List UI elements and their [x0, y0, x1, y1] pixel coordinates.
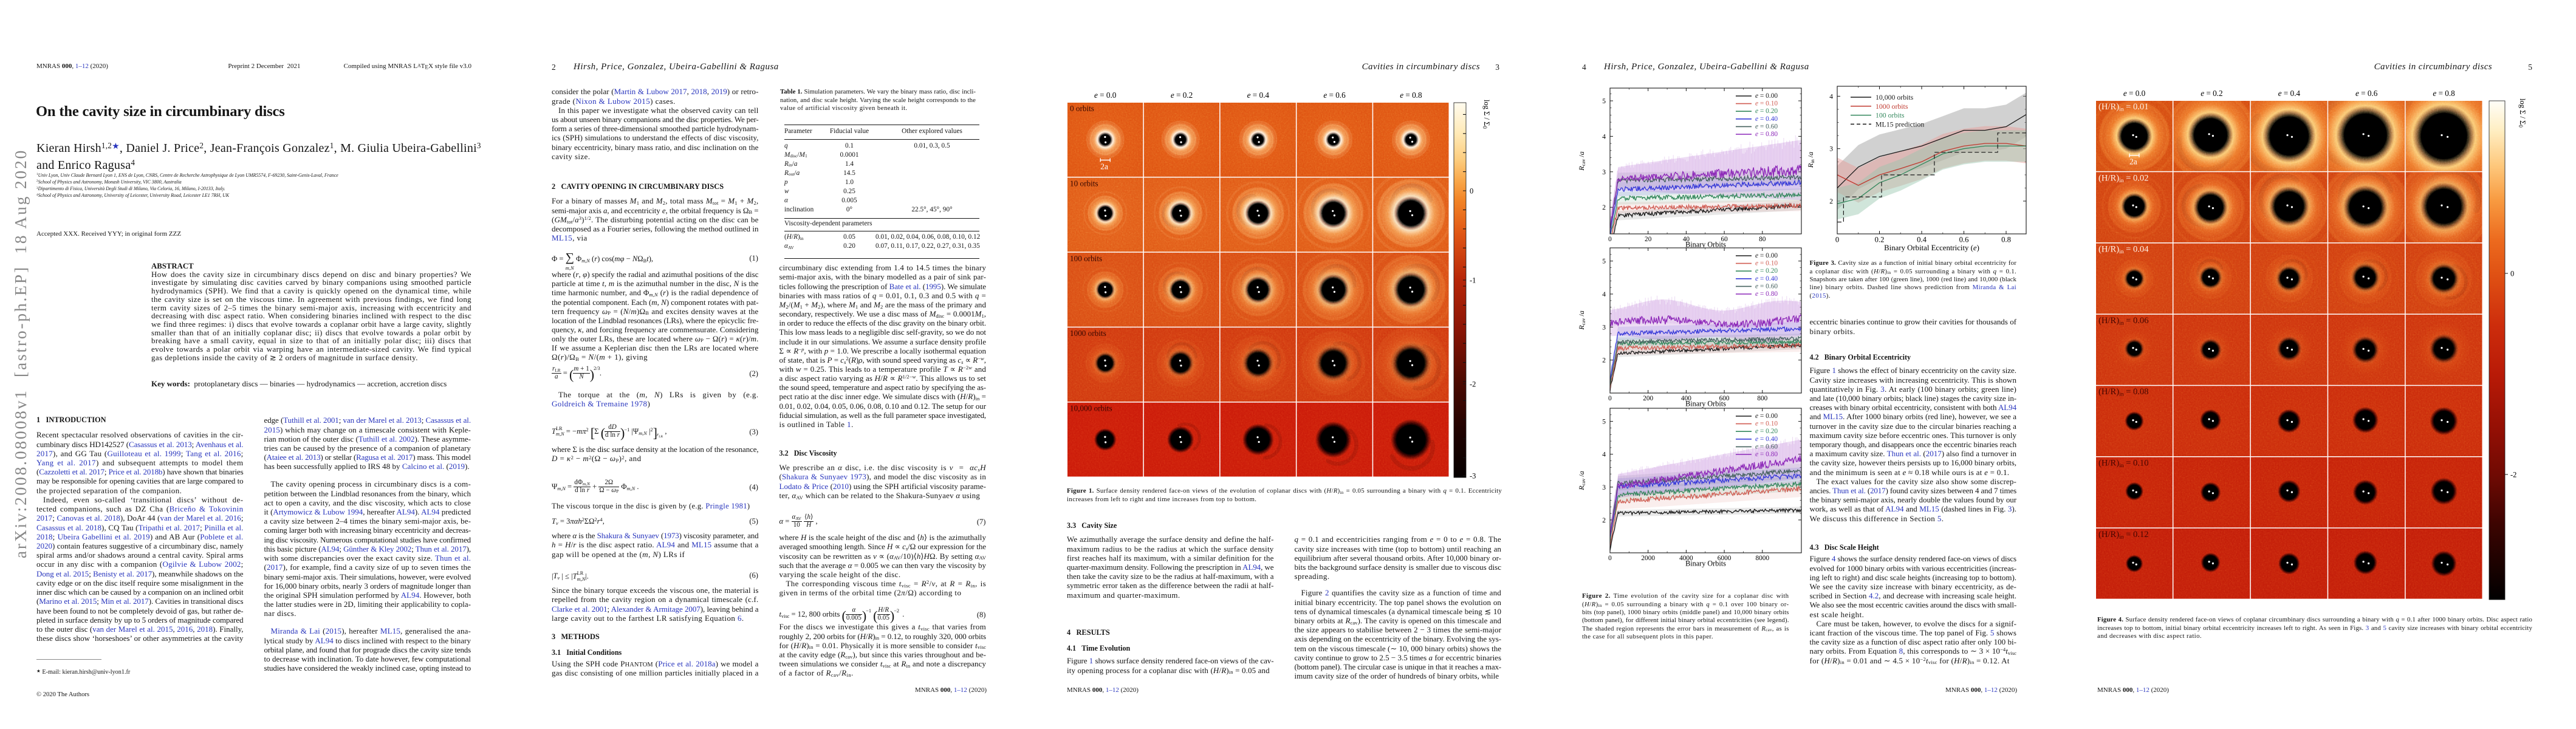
svg-text:0: 0 [1470, 187, 1473, 196]
svg-text:e = 0.8: e = 0.8 [1400, 91, 1422, 100]
svg-text:Binary Orbits: Binary Orbits [1685, 560, 1726, 568]
svg-text:0: 0 [1608, 555, 1612, 562]
svg-text:5: 5 [1602, 258, 1606, 265]
svg-text:0: 0 [1608, 395, 1612, 402]
svg-text:2: 2 [1602, 204, 1606, 211]
svg-text:e = 0.40: e = 0.40 [1755, 115, 1778, 123]
svg-text:-3: -3 [1470, 472, 1476, 481]
svg-text:e = 0.10: e = 0.10 [1755, 100, 1778, 108]
svg-text:3: 3 [1602, 324, 1606, 331]
svg-text:e = 0.2: e = 0.2 [2201, 89, 2222, 98]
svg-text:0.4: 0.4 [1917, 236, 1927, 244]
svg-text:4: 4 [1602, 451, 1606, 459]
svg-text:Rcav /a: Rcav /a [1577, 471, 1586, 490]
svg-text:80: 80 [1759, 236, 1766, 243]
svg-text:0: 0 [1835, 236, 1839, 244]
svg-text:8000: 8000 [1756, 555, 1770, 562]
svg-text:e = 0.20: e = 0.20 [1755, 428, 1778, 435]
svg-text:e = 0.6: e = 0.6 [2355, 89, 2378, 98]
svg-text:e = 0.80: e = 0.80 [1755, 290, 1778, 298]
svg-text:Binary Orbits: Binary Orbits [1685, 241, 1726, 249]
svg-text:0.6: 0.6 [1959, 236, 1969, 244]
svg-text:e = 0.10: e = 0.10 [1755, 420, 1778, 428]
svg-text:log Σ / Σ0: log Σ / Σ0 [1482, 100, 1491, 129]
svg-text:Rcav /a: Rcav /a [1577, 151, 1586, 171]
svg-text:e = 0.6: e = 0.6 [1323, 91, 1346, 100]
svg-text:800: 800 [1757, 395, 1767, 402]
svg-text:5: 5 [1602, 98, 1606, 105]
svg-text:6000: 6000 [1718, 555, 1732, 562]
svg-text:400: 400 [1681, 395, 1691, 402]
svg-text:2: 2 [1829, 198, 1833, 205]
svg-text:2: 2 [1602, 357, 1606, 364]
svg-text:2000: 2000 [1641, 555, 1655, 562]
svg-text:4: 4 [1829, 93, 1833, 100]
svg-text:1000 orbits: 1000 orbits [1875, 102, 1908, 111]
svg-text:e = 0.10: e = 0.10 [1755, 260, 1778, 267]
svg-text:e = 0.2: e = 0.2 [1171, 91, 1193, 100]
svg-text:4: 4 [1602, 291, 1606, 298]
svg-text:e = 0.0: e = 0.0 [2123, 89, 2146, 98]
svg-text:e = 0.4: e = 0.4 [2278, 89, 2301, 98]
svg-text:0.2: 0.2 [1875, 236, 1885, 244]
svg-text:ML15 prediction: ML15 prediction [1875, 120, 1924, 128]
svg-text:600: 600 [1719, 395, 1730, 402]
svg-text:4000: 4000 [1679, 555, 1693, 562]
svg-text:e = 0.4: e = 0.4 [1247, 91, 1270, 100]
svg-text:e = 0.00: e = 0.00 [1755, 252, 1778, 259]
svg-text:200: 200 [1643, 395, 1653, 402]
svg-text:0.8: 0.8 [2001, 236, 2011, 244]
svg-text:3: 3 [1829, 146, 1833, 153]
svg-text:e = 0.60: e = 0.60 [1755, 123, 1778, 130]
svg-text:e = 0.00: e = 0.00 [1755, 412, 1778, 420]
svg-text:e = 0.00: e = 0.00 [1755, 92, 1778, 100]
svg-text:e = 0.40: e = 0.40 [1755, 275, 1778, 282]
svg-text:20: 20 [1645, 236, 1652, 243]
svg-text:e = 0.8: e = 0.8 [2433, 89, 2455, 98]
svg-text:Rin /a: Rin /a [1806, 152, 1815, 168]
svg-text:e = 0.60: e = 0.60 [1755, 282, 1778, 290]
svg-text:Binary Orbits: Binary Orbits [1685, 400, 1726, 408]
svg-text:4: 4 [1602, 133, 1606, 140]
svg-text:0: 0 [1608, 236, 1612, 243]
svg-text:-2: -2 [1470, 380, 1476, 389]
svg-text:Rcav /a: Rcav /a [1577, 310, 1586, 330]
svg-text:3: 3 [1602, 169, 1606, 176]
svg-text:3: 3 [1602, 484, 1606, 491]
svg-text:e = 0.60: e = 0.60 [1755, 443, 1778, 450]
svg-text:log Σ / Σ0: log Σ / Σ0 [2518, 98, 2527, 128]
svg-text:100 orbits: 100 orbits [1875, 111, 1905, 120]
svg-text:10,000 orbits: 10,000 orbits [1875, 93, 1914, 101]
svg-text:-1: -1 [1470, 276, 1476, 285]
svg-text:0: 0 [2510, 270, 2514, 278]
svg-text:-2: -2 [2510, 471, 2516, 479]
svg-text:e = 0.40: e = 0.40 [1755, 436, 1778, 443]
svg-text:60: 60 [1721, 236, 1728, 243]
svg-text:e = 0.0: e = 0.0 [1094, 91, 1117, 100]
svg-text:e = 0.80: e = 0.80 [1755, 451, 1778, 458]
svg-text:e = 0.20: e = 0.20 [1755, 108, 1778, 115]
svg-text:e = 0.20: e = 0.20 [1755, 267, 1778, 275]
svg-text:40: 40 [1683, 236, 1690, 243]
svg-text:2: 2 [1602, 517, 1606, 524]
svg-text:Binary Orbital Eccentricity (e: Binary Orbital Eccentricity (e) [1884, 244, 1979, 252]
svg-text:5: 5 [1602, 419, 1606, 426]
svg-text:e = 0.80: e = 0.80 [1755, 131, 1778, 138]
